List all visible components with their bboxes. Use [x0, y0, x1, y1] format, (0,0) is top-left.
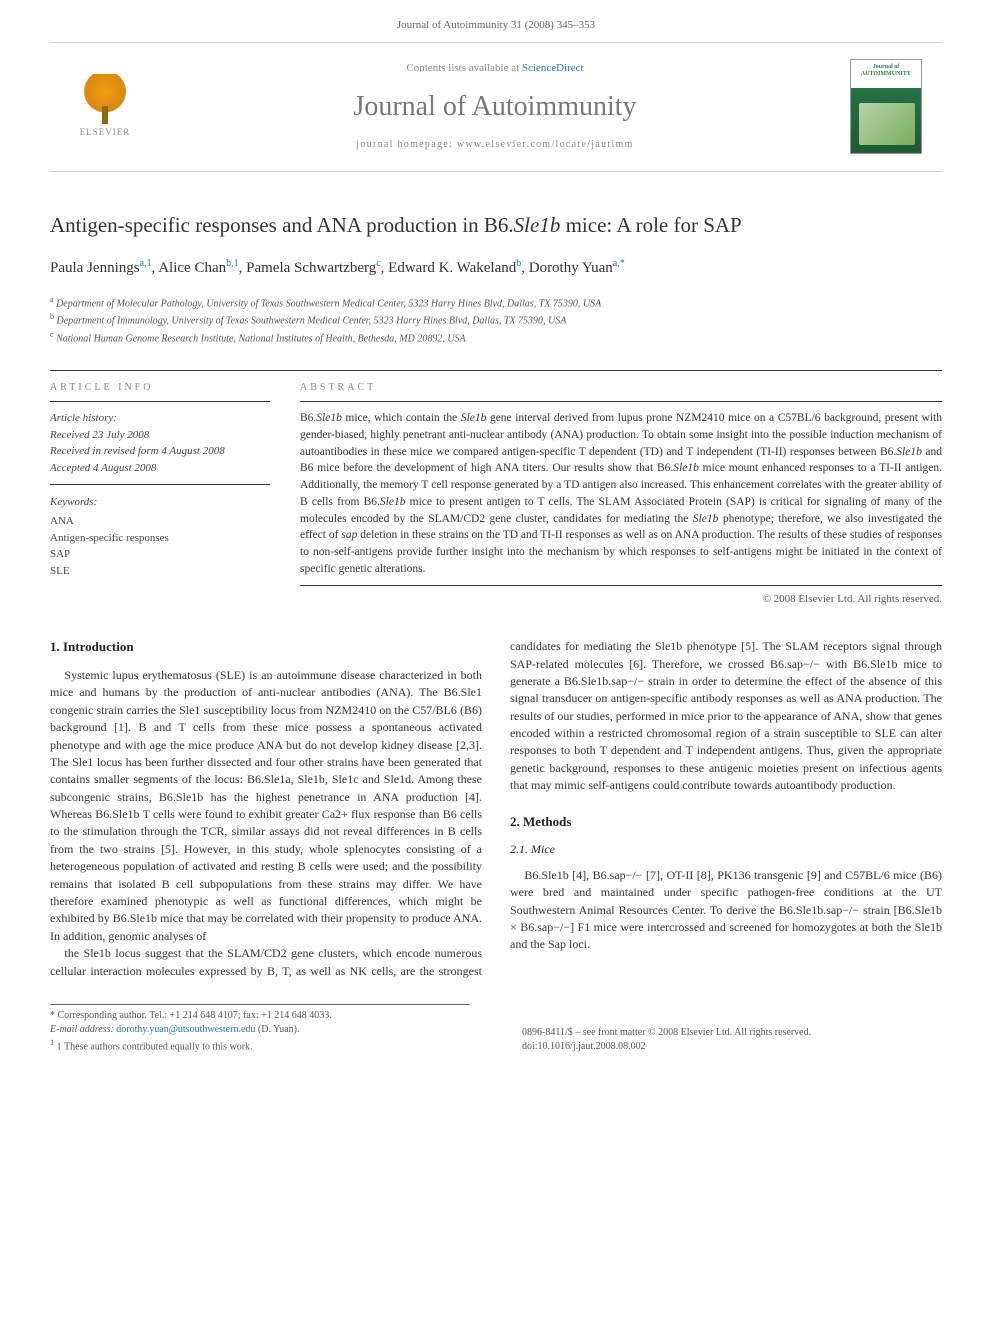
body-two-column: 1. Introduction Systemic lupus erythemat…	[50, 638, 942, 980]
publisher-name: ELSEVIER	[80, 126, 131, 139]
masthead-center: Contents lists available at ScienceDirec…	[140, 61, 850, 152]
keyword-3: SAP	[50, 546, 270, 563]
abstract-column: ABSTRACT B6.Sle1b mice, which contain th…	[300, 371, 942, 608]
article-history: Article history: Received 23 July 2008 R…	[50, 410, 270, 485]
article-title: Antigen-specific responses and ANA produ…	[50, 212, 942, 239]
article-info-column: ARTICLE INFO Article history: Received 2…	[50, 371, 270, 608]
keyword-2: Antigen-specific responses	[50, 530, 270, 547]
footnotes-left: * Corresponding author. Tel.: +1 214 648…	[50, 1004, 470, 1054]
sciencedirect-link[interactable]: ScienceDirect	[522, 62, 584, 74]
author-2: Alice Chanb,1	[158, 260, 238, 276]
contents-prefix: Contents lists available at	[406, 62, 521, 74]
author-5: Dorothy Yuana,*	[529, 260, 625, 276]
article-info-label: ARTICLE INFO	[50, 381, 270, 403]
abstract-label: ABSTRACT	[300, 381, 942, 403]
issn-line: 0896-8411/$ – see front matter © 2008 El…	[522, 1026, 942, 1040]
affiliation-a: a Department of Molecular Pathology, Uni…	[50, 294, 942, 311]
keyword-1: ANA	[50, 513, 270, 530]
email-link[interactable]: dorothy.yuan@utsouthwestern.edu	[116, 1024, 255, 1035]
keywords-list: ANA Antigen-specific responses SAP SLE	[50, 513, 270, 579]
subsection-mice-heading: 2.1. Mice	[510, 841, 942, 858]
cover-thumb-label: Journal ofAUTOIMMUNITY	[851, 60, 921, 88]
author-1: Paula Jenningsa,1	[50, 260, 152, 276]
elsevier-logo: ELSEVIER	[70, 67, 140, 147]
intro-para-1: Systemic lupus erythematosus (SLE) is an…	[50, 667, 482, 945]
homepage-line: journal homepage: www.elsevier.com/locat…	[140, 138, 850, 153]
info-abstract-row: ARTICLE INFO Article history: Received 2…	[50, 370, 942, 608]
corresponding-note: * Corresponding author. Tel.: +1 214 648…	[50, 1009, 470, 1023]
homepage-url: www.elsevier.com/locate/jautimm	[457, 139, 634, 150]
keywords-label: Keywords:	[50, 495, 270, 511]
history-received: Received 23 July 2008	[50, 427, 270, 444]
footnotes: * Corresponding author. Tel.: +1 214 648…	[50, 1004, 942, 1054]
masthead: ELSEVIER Contents lists available at Sci…	[50, 42, 942, 172]
abstract-text: B6.Sle1b mice, which contain the Sle1b g…	[300, 410, 942, 586]
journal-cover-thumb: Journal ofAUTOIMMUNITY	[850, 59, 922, 154]
keyword-4: SLE	[50, 563, 270, 580]
equal-contrib-note: 1 1 These authors contributed equally to…	[50, 1037, 470, 1054]
author-4: Edward K. Wakelandb	[388, 260, 521, 276]
section-methods-heading: 2. Methods	[510, 813, 942, 832]
doi-line: doi:10.1016/j.jaut.2008.08.002	[522, 1040, 942, 1054]
author-3: Pamela Schwartzbergc	[246, 260, 381, 276]
elsevier-tree-icon	[80, 74, 130, 124]
history-label: Article history:	[50, 410, 270, 427]
affiliations: a Department of Molecular Pathology, Uni…	[50, 294, 942, 346]
mice-para: B6.Sle1b [4], B6.sap−/− [7], OT-II [8], …	[510, 867, 942, 954]
history-revised: Received in revised form 4 August 2008	[50, 443, 270, 460]
contents-line: Contents lists available at ScienceDirec…	[140, 61, 850, 77]
authors: Paula Jenningsa,1, Alice Chanb,1, Pamela…	[50, 257, 942, 280]
affiliation-c: c National Human Genome Research Institu…	[50, 329, 942, 346]
history-accepted: Accepted 4 August 2008	[50, 460, 270, 477]
section-intro-heading: 1. Introduction	[50, 638, 482, 657]
footnotes-right: 0896-8411/$ – see front matter © 2008 El…	[522, 1026, 942, 1054]
running-header: Journal of Autoimmunity 31 (2008) 345–35…	[0, 0, 992, 42]
journal-name: Journal of Autoimmunity	[140, 87, 850, 128]
homepage-prefix: journal homepage:	[356, 139, 457, 150]
affiliation-b: b Department of Immunology, University o…	[50, 311, 942, 328]
cover-thumb-image	[859, 103, 915, 145]
abstract-copyright: © 2008 Elsevier Ltd. All rights reserved…	[300, 592, 942, 608]
email-line: E-mail address: dorothy.yuan@utsouthwest…	[50, 1023, 470, 1037]
